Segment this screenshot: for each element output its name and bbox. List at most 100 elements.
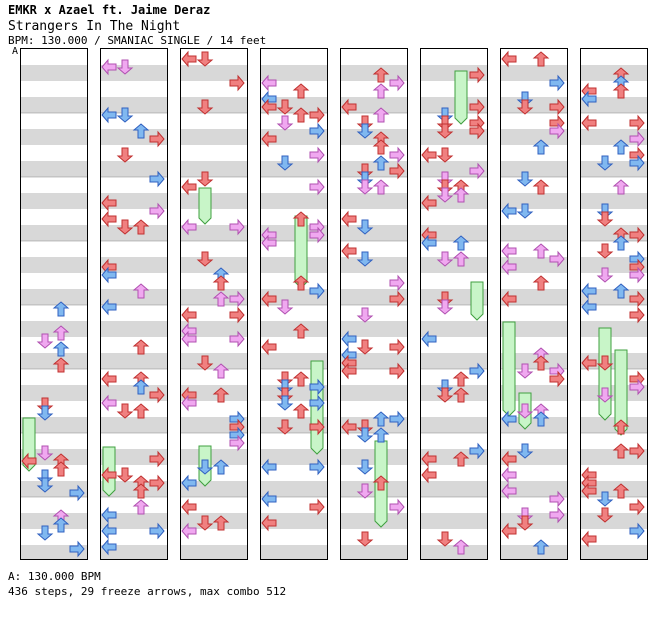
beat-band [21, 257, 87, 273]
beat-band [421, 481, 487, 497]
sixteenth-down-arrow-icon [436, 251, 454, 267]
eighth-right-arrow-icon [469, 362, 485, 380]
sixteenth-down-arrow-icon [36, 333, 54, 349]
beat-band [21, 513, 87, 529]
sixteenth-right-arrow-icon [549, 506, 565, 524]
quarter-right-arrow-icon [469, 122, 485, 140]
eighth-up-arrow-icon [132, 123, 150, 139]
beat-band [261, 257, 327, 273]
quarter-up-arrow-icon [612, 443, 630, 459]
beat-band [421, 545, 487, 559]
beat-band [21, 385, 87, 401]
beat-band [101, 353, 167, 369]
sixteenth-down-arrow-icon [36, 445, 54, 461]
eighth-up-arrow-icon [372, 427, 390, 443]
sixteenth-right-arrow-icon [389, 146, 405, 164]
eighth-down-arrow-icon [356, 427, 374, 443]
sixteenth-right-arrow-icon [309, 226, 325, 244]
eighth-right-arrow-icon [149, 170, 165, 188]
eighth-up-arrow-icon [372, 411, 390, 427]
beat-band [501, 481, 567, 497]
quarter-left-arrow-icon [261, 338, 277, 356]
eighth-left-arrow-icon [581, 298, 597, 316]
beat-band [181, 129, 247, 145]
eighth-down-arrow-icon [516, 171, 534, 187]
beat-band [421, 513, 487, 529]
quarter-right-arrow-icon [629, 226, 645, 244]
sixteenth-left-arrow-icon [261, 74, 277, 92]
freeze-arrow [310, 360, 324, 455]
sixteenth-left-arrow-icon [101, 58, 117, 76]
quarter-up-arrow-icon [532, 275, 550, 291]
eighth-right-arrow-icon [309, 122, 325, 140]
quarter-left-arrow-icon [341, 210, 357, 228]
quarter-right-arrow-icon [149, 386, 165, 404]
quarter-left-arrow-icon [181, 178, 197, 196]
sixteenth-left-arrow-icon [181, 330, 197, 348]
quarter-right-arrow-icon [549, 370, 565, 388]
eighth-down-arrow-icon [596, 491, 614, 507]
freeze-arrow [598, 327, 612, 421]
beat-band [181, 257, 247, 273]
quarter-left-arrow-icon [101, 210, 117, 228]
beat-band [21, 193, 87, 209]
sixteenth-right-arrow-icon [149, 202, 165, 220]
quarter-down-arrow-icon [436, 123, 454, 139]
beat-band [101, 65, 167, 81]
quarter-left-arrow-icon [421, 194, 437, 212]
quarter-left-arrow-icon [581, 530, 597, 548]
quarter-down-arrow-icon [196, 251, 214, 267]
beat-band [21, 225, 87, 241]
eighth-right-arrow-icon [309, 282, 325, 300]
quarter-up-arrow-icon [612, 83, 630, 99]
chart-column [20, 48, 88, 560]
quarter-down-arrow-icon [436, 531, 454, 547]
sixteenth-down-arrow-icon [356, 307, 374, 323]
beat-band [581, 97, 647, 113]
beat-band [181, 513, 247, 529]
eighth-right-arrow-icon [629, 522, 645, 540]
quarter-right-arrow-icon [629, 114, 645, 132]
quarter-down-arrow-icon [516, 515, 534, 531]
beat-band [261, 97, 327, 113]
quarter-left-arrow-icon [501, 450, 517, 468]
sixteenth-up-arrow-icon [372, 107, 390, 123]
quarter-down-arrow-icon [196, 51, 214, 67]
beat-band [101, 193, 167, 209]
sixteenth-left-arrow-icon [501, 258, 517, 276]
beat-band [101, 289, 167, 305]
beat-band [101, 321, 167, 337]
quarter-down-arrow-icon [276, 99, 294, 115]
eighth-down-arrow-icon [356, 459, 374, 475]
quarter-right-arrow-icon [629, 442, 645, 460]
beat-band [101, 513, 167, 529]
beat-band [501, 545, 567, 559]
beat-band [421, 257, 487, 273]
beat-band [101, 257, 167, 273]
quarter-up-arrow-icon [132, 339, 150, 355]
beat-band [501, 321, 567, 337]
eighth-right-arrow-icon [549, 74, 565, 92]
quarter-left-arrow-icon [501, 50, 517, 68]
sixteenth-right-arrow-icon [389, 498, 405, 516]
quarter-left-arrow-icon [261, 514, 277, 532]
sixteenth-right-arrow-icon [229, 434, 245, 452]
beat-band [341, 193, 407, 209]
beat-band [261, 513, 327, 529]
beat-band [21, 353, 87, 369]
sixteenth-up-arrow-icon [452, 539, 470, 555]
beat-band [181, 97, 247, 113]
sixteenth-right-arrow-icon [229, 290, 245, 308]
chart-column [500, 48, 568, 560]
beat-band [421, 385, 487, 401]
quarter-left-arrow-icon [581, 114, 597, 132]
eighth-down-arrow-icon [516, 443, 534, 459]
chart-column [420, 48, 488, 560]
chart-column [340, 48, 408, 560]
quarter-left-arrow-icon [261, 130, 277, 148]
quarter-right-arrow-icon [309, 106, 325, 124]
eighth-down-arrow-icon [276, 395, 294, 411]
sixteenth-left-arrow-icon [501, 482, 517, 500]
beat-band [421, 417, 487, 433]
beat-band [341, 385, 407, 401]
